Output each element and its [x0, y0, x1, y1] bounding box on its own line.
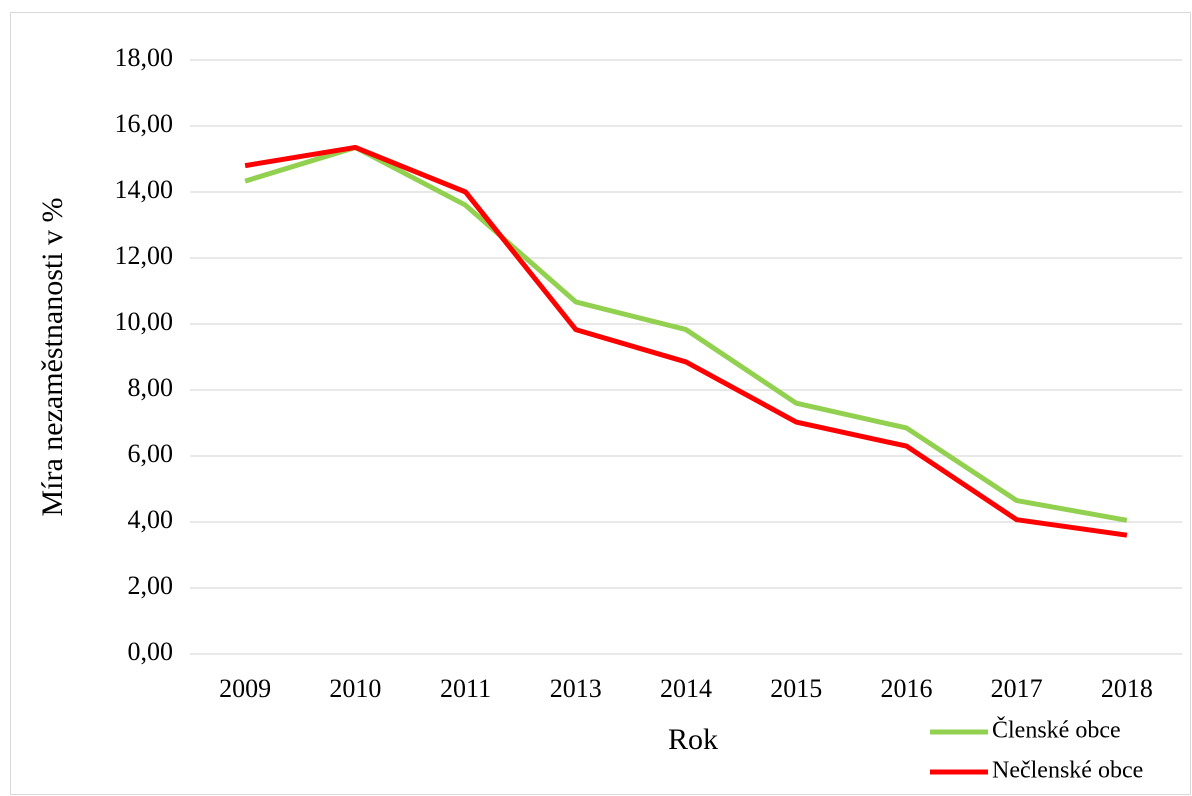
y-tick-label: 6,00 [128, 439, 174, 468]
chart-frame [10, 12, 1191, 795]
y-tick-label: 14,00 [115, 175, 174, 204]
legend-label: Nečlenské obce [992, 758, 1143, 784]
x-axis-title: Rok [668, 723, 718, 756]
x-tick-label: 2013 [550, 674, 602, 703]
x-tick-label: 2010 [329, 674, 381, 703]
x-tick-label: 2009 [219, 674, 271, 703]
y-tick-label: 18,00 [115, 43, 174, 72]
x-tick-label: 2011 [440, 674, 491, 703]
legend-label: Členské obce [992, 717, 1121, 744]
y-axis-title: Míra nezaměstnanosti v % [36, 197, 69, 516]
y-tick-label: 16,00 [115, 109, 174, 138]
y-tick-label: 0,00 [128, 637, 174, 666]
y-tick-label: 2,00 [128, 571, 174, 600]
y-tick-label: 12,00 [115, 241, 174, 270]
y-tick-label: 10,00 [115, 307, 174, 336]
y-tick-label: 4,00 [128, 505, 174, 534]
line-series [244, 144, 1128, 523]
x-tick-label: 2018 [1101, 674, 1153, 703]
x-tick-label: 2014 [660, 674, 712, 703]
x-tick-label: 2016 [880, 674, 932, 703]
line-series [244, 144, 1128, 538]
x-tick-label: 2017 [991, 674, 1043, 703]
y-tick-label: 8,00 [128, 373, 174, 402]
x-tick-label: 2015 [770, 674, 822, 703]
